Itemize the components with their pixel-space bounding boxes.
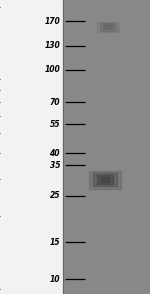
Text: 130: 130 xyxy=(44,41,60,50)
Text: 10: 10 xyxy=(50,275,60,284)
Text: 35: 35 xyxy=(50,161,60,170)
Text: 100: 100 xyxy=(44,65,60,74)
Bar xyxy=(63,0,150,294)
Text: 170: 170 xyxy=(44,17,60,26)
Text: 15: 15 xyxy=(50,238,60,247)
Text: 55: 55 xyxy=(50,120,60,128)
Text: 70: 70 xyxy=(50,98,60,107)
Text: 40: 40 xyxy=(50,148,60,158)
Text: 25: 25 xyxy=(50,191,60,200)
